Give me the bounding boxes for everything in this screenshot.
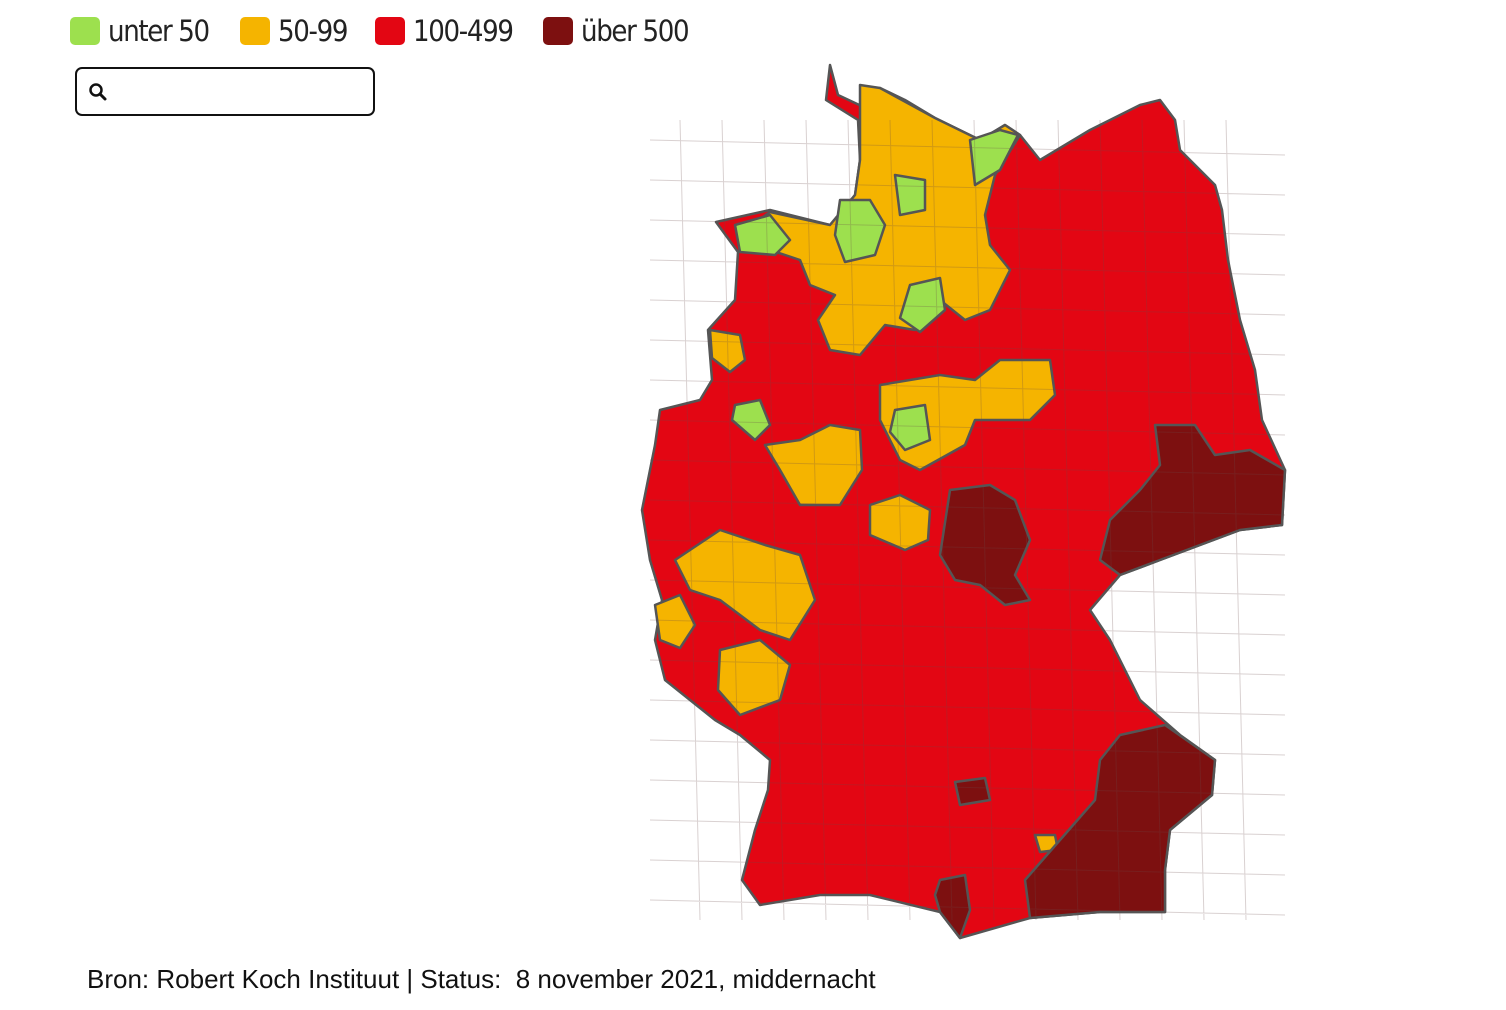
district-borders [649,119,1286,921]
legend-item: unter 50 [70,14,220,48]
region-under-50 [893,173,927,217]
legend: unter 50 50-99 100-499 über 500 [70,14,701,48]
search-icon [89,83,107,101]
map [640,63,1287,940]
legend-item: 100-499 [374,14,524,48]
region-over-500 [933,873,972,940]
legend-label: unter 50 [108,14,210,48]
region-under-50 [898,276,947,334]
legend-swatch [240,17,271,45]
legend-label: 50-99 [278,14,348,48]
region-under-50 [730,398,772,442]
legend-item: 50-99 [240,14,355,48]
region-under-50 [968,128,1020,187]
legend-label: 100-499 [412,14,514,48]
region-under-50 [888,403,932,452]
legend-item: über 500 [543,14,700,48]
source-note: Bron: Robert Koch Instituut | Status: 8 … [87,964,876,994]
region-50-99 [868,493,932,552]
region-50-99 [653,593,697,650]
legend-swatch [70,17,100,45]
region-under-50 [733,213,792,257]
region-under-50 [833,198,887,264]
search-box[interactable] [75,67,375,116]
region-50-99 [673,528,817,642]
region-50-99 [763,423,864,507]
region-over-500 [1098,423,1287,577]
legend-swatch [374,17,405,45]
legend-swatch [543,17,574,45]
region-over-500 [938,483,1032,607]
region-over-500 [953,776,992,807]
legend-label: über 500 [581,14,690,48]
region-50-99 [716,638,792,717]
region-50-99 [708,328,747,374]
region-over-500 [1023,723,1217,920]
